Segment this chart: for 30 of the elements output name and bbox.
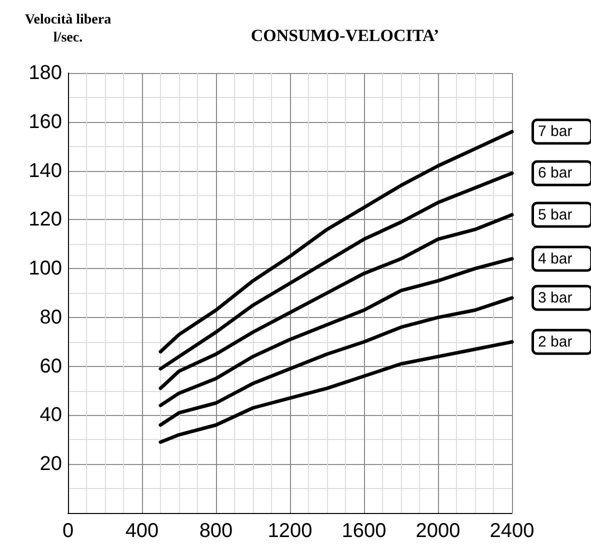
y-tick-label: 140 (28, 160, 62, 182)
y-tick-label: 180 (28, 62, 62, 84)
x-tick-label: 0 (62, 520, 74, 542)
line-series (158, 130, 514, 354)
chart-title: CONSUMO-VELOCITA’ (250, 26, 440, 45)
y-tick-label: 160 (28, 110, 62, 133)
y-tick-label: 40 (40, 404, 62, 426)
series-label: 6 bar (538, 164, 572, 182)
x-tick-label: 400 (125, 520, 159, 542)
y-tick-label: 20 (40, 453, 62, 476)
x-tick-label: 1200 (268, 520, 312, 542)
series-label: 2 bar (538, 333, 572, 350)
series-label: 5 bar (538, 206, 572, 224)
y-tick-label: 120 (28, 208, 62, 231)
x-tick-label: 2000 (416, 520, 460, 542)
x-tick-label: 2400 (490, 520, 534, 542)
line-series (158, 213, 514, 390)
y-tick-label: 100 (28, 258, 62, 280)
line-series (158, 296, 514, 427)
series-label: 7 bar (538, 123, 572, 140)
line-series (158, 171, 514, 371)
series-label: 4 bar (538, 250, 572, 268)
x-tick-label: 1600 (342, 520, 386, 542)
line-series (158, 340, 514, 444)
y-axis-title: Velocità libera l/sec. (24, 12, 112, 46)
line-series (158, 257, 514, 408)
y-tick-label: 60 (40, 355, 62, 378)
series-label: 3 bar (538, 289, 572, 306)
y-tick-label: 80 (40, 306, 62, 328)
x-tick-label: 800 (199, 520, 233, 542)
